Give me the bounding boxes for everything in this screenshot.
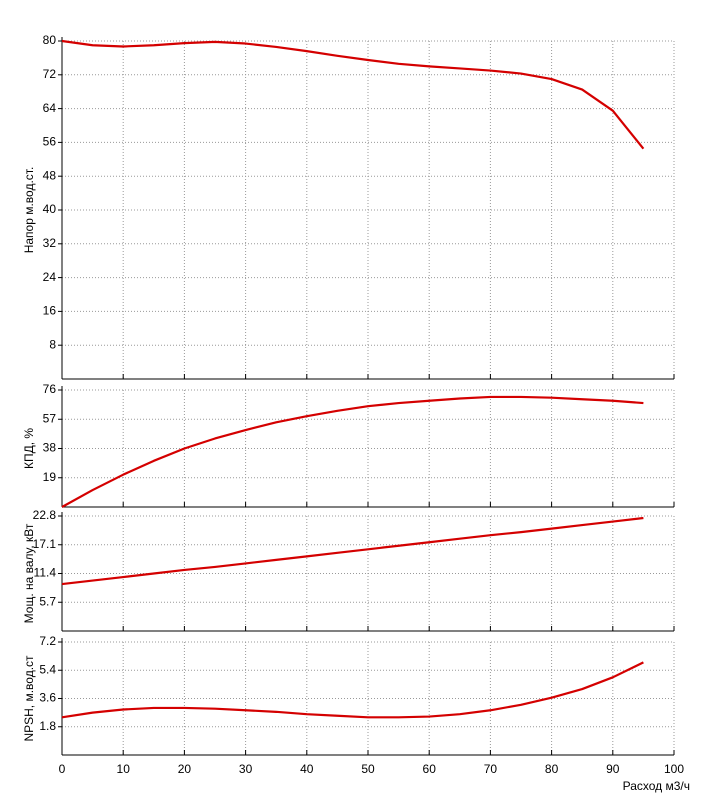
x-tick-label: 60 <box>423 762 437 776</box>
x-axis-label: Расход м3/ч <box>623 779 690 793</box>
y-tick-label: 64 <box>43 101 57 115</box>
x-tick-label: 10 <box>117 762 131 776</box>
y-tick-label: 56 <box>43 135 57 149</box>
y-tick-label: 1.8 <box>39 719 56 733</box>
y-tick-label: 38 <box>43 441 57 455</box>
line-series <box>61 39 645 150</box>
y-tick-label: 3.6 <box>39 691 56 705</box>
x-tick-label: 0 <box>59 762 66 776</box>
y-tick-label: 57 <box>43 411 57 425</box>
y-tick-label: 8 <box>49 337 56 351</box>
y-tick-label: 48 <box>43 168 57 182</box>
y-tick-label: 5.7 <box>39 594 56 608</box>
x-tick-label: 70 <box>484 762 498 776</box>
y-axis-label: NPSH, м.вод.ст <box>22 655 36 742</box>
y-tick-label: 11.4 <box>34 566 57 580</box>
y-tick-label: 72 <box>43 67 57 81</box>
y-axis-label: Напор м.вод.ст. <box>22 167 36 254</box>
y-tick-label: 40 <box>43 202 57 216</box>
x-tick-label: 30 <box>239 762 253 776</box>
x-tick-label: 50 <box>361 762 375 776</box>
y-tick-label: 32 <box>43 236 57 250</box>
y-tick-label: 22.8 <box>33 508 57 522</box>
x-tick-label: 100 <box>664 762 684 776</box>
y-tick-label: 17.1 <box>33 537 57 551</box>
y-tick-label: 16 <box>43 304 57 318</box>
y-tick-label: 7.2 <box>39 634 56 648</box>
line-series <box>61 395 644 508</box>
y-tick-label: 19 <box>43 470 57 484</box>
x-tick-label: 20 <box>178 762 192 776</box>
line-series <box>61 661 644 719</box>
y-axis-label: Мощ. на валу, кВт <box>22 523 36 623</box>
line-series <box>61 516 644 586</box>
y-tick-label: 76 <box>43 382 57 396</box>
x-tick-label: 80 <box>545 762 559 776</box>
x-tick-label: 90 <box>606 762 620 776</box>
y-tick-label: 5.4 <box>39 662 56 676</box>
x-tick-label: 40 <box>300 762 314 776</box>
y-tick-label: 24 <box>43 270 57 284</box>
y-axis-label: КПД, % <box>22 428 36 469</box>
y-tick-label: 80 <box>43 33 57 47</box>
